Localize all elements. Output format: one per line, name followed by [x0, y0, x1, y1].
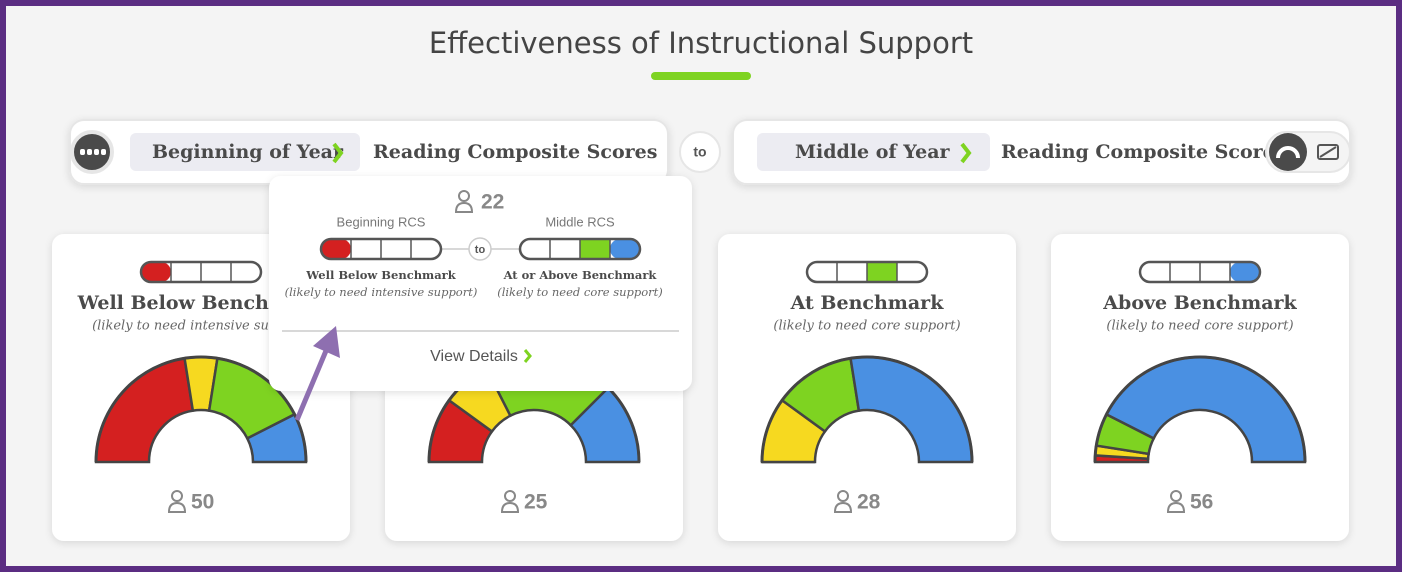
- person-body: [454, 201, 474, 213]
- bar-cell: [141, 262, 171, 282]
- gauge-rim: [760, 355, 974, 463]
- person-body: [833, 501, 853, 513]
- bar-border: [805, 260, 929, 284]
- person-head: [837, 490, 849, 502]
- card-subtitle: (likely to need core support): [1106, 319, 1293, 334]
- popup-count: 22: [481, 191, 504, 214]
- gauge: [94, 355, 308, 464]
- from-label: Beginning RCS: [337, 214, 426, 229]
- benchmark-bar: [319, 237, 443, 261]
- card[interactable]: Above Benchmark (likely to need core supp…: [1051, 234, 1349, 541]
- bar-cell: [580, 239, 610, 259]
- bar-border: [319, 237, 443, 261]
- benchmark-bar: [139, 260, 263, 284]
- menu-dots: [80, 149, 106, 155]
- pointer-arrow: [294, 326, 340, 421]
- person-body: [167, 501, 187, 513]
- from-measure: Reading Composite Scores: [373, 141, 657, 163]
- bar-cell: [321, 239, 351, 259]
- connector-badge: [468, 237, 492, 261]
- to-period: Middle of Year: [795, 141, 951, 163]
- bar-border: [518, 237, 642, 261]
- gauge-rim: [94, 355, 308, 463]
- popup: 22 Beginning RCS Middle RCS to Well Below Be…: [269, 176, 692, 391]
- gauge-view-button[interactable]: [1269, 133, 1307, 171]
- gauge-rim: [1093, 355, 1307, 463]
- card-title: Above Benchmark: [1102, 292, 1297, 314]
- gauge: [1093, 355, 1307, 464]
- to-measure: Reading Composite Scores: [1001, 141, 1285, 163]
- person-body: [500, 501, 520, 513]
- bar-cell: [1230, 262, 1260, 282]
- connector: to: [475, 244, 486, 256]
- chevron: [332, 142, 344, 164]
- from-period-chip[interactable]: [130, 133, 360, 171]
- person-icon: [833, 490, 853, 513]
- person-icon: [1166, 490, 1186, 513]
- person-icon: [500, 490, 520, 513]
- person-icon: [454, 190, 474, 213]
- card-title: Well Below Benchmark: [77, 292, 326, 314]
- chevron: [523, 349, 532, 363]
- connector-badge: [679, 131, 721, 173]
- bar-cell: [610, 239, 640, 259]
- bar-border: [1138, 260, 1262, 284]
- view-details-link[interactable]: View Details: [430, 348, 518, 365]
- from-title: Well Below Benchmark: [305, 268, 456, 282]
- from-subtitle: (likely to need intensive support): [285, 285, 478, 299]
- person-body: [1166, 501, 1186, 513]
- to-subtitle: (likely to need core support): [497, 285, 663, 299]
- card[interactable]: At Benchmark (likely to need core support…: [718, 234, 1016, 541]
- chevron: [960, 142, 972, 164]
- person-head: [171, 490, 183, 502]
- page-title: Effectiveness of Instructional Support: [429, 26, 973, 60]
- student-count: 56: [1190, 491, 1213, 514]
- card-title: At Benchmark: [790, 292, 945, 314]
- card-subtitle: (likely to need core support): [773, 319, 960, 334]
- student-count: 25: [524, 491, 548, 514]
- popup-bg: [269, 176, 692, 391]
- card-subtitle: (likely to need intensive support): [92, 319, 310, 334]
- benchmark-bar: [1138, 260, 1262, 284]
- student-count: 50: [191, 491, 214, 514]
- from-period: Beginning of Year: [152, 141, 344, 163]
- person-head: [504, 490, 516, 502]
- connector: to: [693, 144, 706, 160]
- student-count: 28: [857, 491, 881, 514]
- benchmark-bar: [805, 260, 929, 284]
- person-icon: [167, 490, 187, 513]
- to-title: At or Above Benchmark: [503, 268, 658, 282]
- to-period-chip[interactable]: [757, 133, 990, 171]
- bar-cell: [867, 262, 897, 282]
- person-head: [458, 190, 470, 202]
- person-head: [1170, 490, 1182, 502]
- gauge: [760, 355, 974, 464]
- benchmark-bar: [518, 237, 642, 261]
- bar-border: [139, 260, 263, 284]
- gauge-icon: [1276, 146, 1300, 159]
- table-view-button[interactable]: [1317, 144, 1339, 160]
- title-underline: [651, 72, 751, 80]
- to-label: Middle RCS: [545, 214, 615, 229]
